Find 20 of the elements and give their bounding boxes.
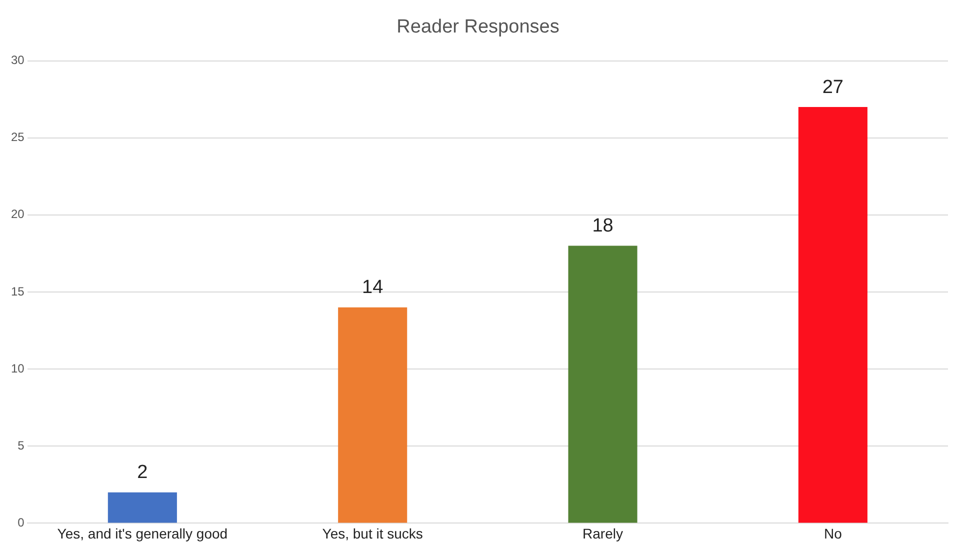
x-tick-label: Yes, but it sucks <box>322 525 423 542</box>
y-tick-label: 0 <box>18 516 25 530</box>
bar <box>798 107 868 523</box>
bar <box>338 307 408 523</box>
x-tick-label: No <box>824 525 842 542</box>
bar <box>568 246 638 523</box>
y-tick-label: 10 <box>10 361 25 376</box>
y-tick-label: 25 <box>10 130 25 144</box>
x-tick-label: Yes, and it's generally good <box>57 525 228 542</box>
y-tick-label: 15 <box>10 284 25 298</box>
data-label: 18 <box>592 215 614 236</box>
chart-title: Reader Responses <box>396 16 560 38</box>
y-tick-label: 20 <box>10 207 25 222</box>
y-tick-label: 5 <box>18 438 25 452</box>
data-label: 14 <box>362 277 384 298</box>
bar <box>108 492 177 523</box>
data-label: 2 <box>137 462 148 484</box>
y-tick-label: 30 <box>10 53 25 68</box>
x-tick-label: Rarely <box>582 525 623 542</box>
data-label: 27 <box>822 76 844 98</box>
